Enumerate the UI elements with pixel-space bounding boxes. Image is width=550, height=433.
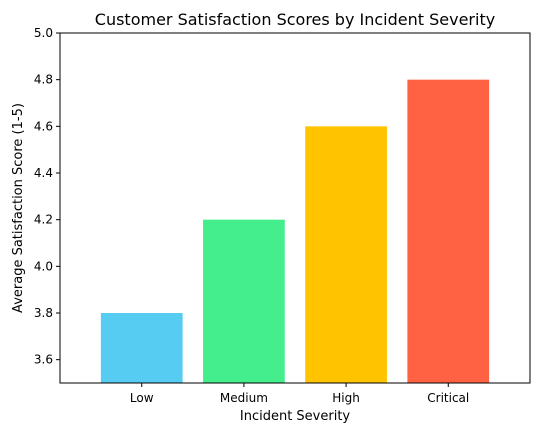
bars-group <box>100 79 490 384</box>
y-tick-label: 3.6 <box>34 353 53 367</box>
y-tick-label: 4.0 <box>34 259 53 273</box>
x-tick-label: Medium <box>220 391 268 405</box>
bar-critical <box>407 79 490 384</box>
x-tick-label: Low <box>130 391 154 405</box>
bar-high <box>305 126 387 383</box>
x-axis-label: Incident Severity <box>240 409 351 424</box>
y-tick-label: 4.8 <box>34 73 53 87</box>
y-tick-label: 5.0 <box>34 26 53 40</box>
y-tick-label: 4.6 <box>34 119 53 133</box>
y-axis-ticks: 3.6 3.8 4.0 4.2 4.4 4.6 4.8 5.0 <box>34 26 60 367</box>
y-tick-label: 4.2 <box>34 213 53 227</box>
bar-low <box>100 313 183 383</box>
y-tick-label: 4.4 <box>34 166 53 180</box>
y-tick-label: 3.8 <box>34 306 53 320</box>
x-tick-label: High <box>332 391 360 405</box>
x-tick-label: Critical <box>427 391 469 405</box>
bar-medium <box>203 219 285 383</box>
chart-title: Customer Satisfaction Scores by Incident… <box>95 10 495 29</box>
x-axis-ticks: Low Medium High Critical <box>130 383 469 405</box>
y-axis-label: Average Satisfaction Score (1-5) <box>11 103 26 313</box>
plot-frame <box>59 32 531 384</box>
